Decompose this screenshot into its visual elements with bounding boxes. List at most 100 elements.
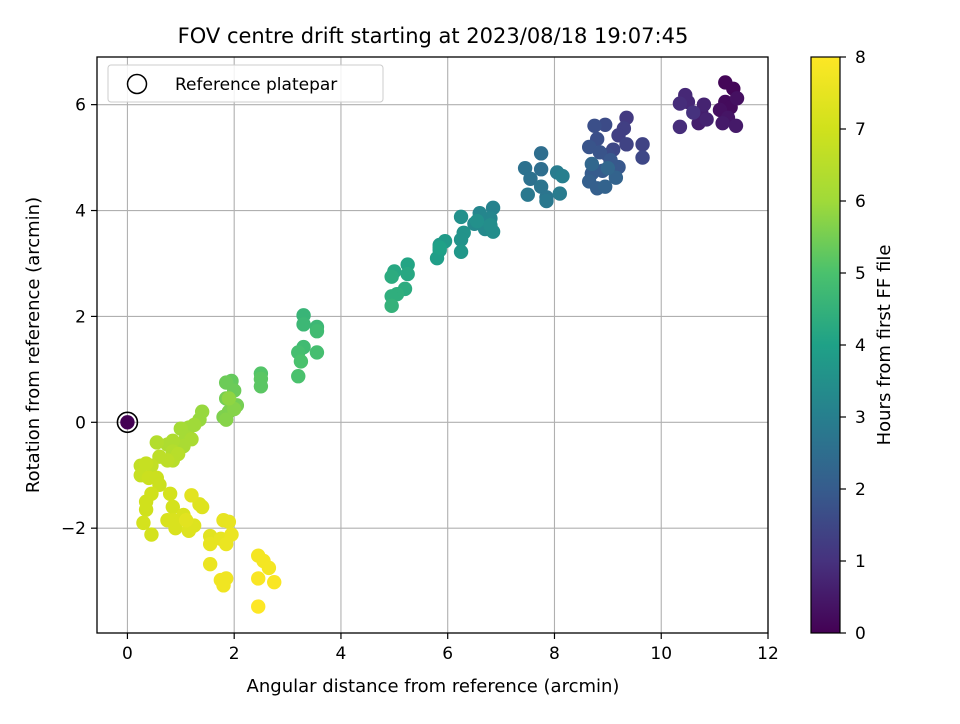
data-point [635,137,650,152]
colorbar-tick-label: 5 [855,264,866,284]
colorbar-tick-label: 6 [855,192,866,212]
colorbar-tick-label: 8 [855,48,866,68]
data-point [539,193,554,209]
x-tick-label: 6 [442,644,453,664]
data-point [162,486,178,501]
data-point [384,269,399,284]
data-point [533,179,549,194]
data-point [581,139,597,155]
data-point [267,574,282,590]
data-point [469,213,485,229]
data-point [309,345,325,360]
data-point [253,379,269,394]
data-point [194,499,210,515]
data-point [672,119,688,135]
data-point [202,556,218,572]
data-point [136,515,151,531]
data-point [483,218,498,233]
x-tick-label: 2 [229,644,240,664]
y-tick-label: 6 [75,96,86,116]
data-point [149,435,164,450]
x-tick-label: 10 [650,644,672,664]
data-point [728,118,744,134]
legend-marker [126,73,148,95]
data-point [178,513,194,528]
colorbar-tick-label: 4 [855,336,866,356]
data-point [533,162,549,177]
data-point [597,179,613,194]
data-point [226,401,242,417]
data-point [221,514,237,530]
data-point [144,527,159,542]
colorbar-gradient [810,56,841,634]
x-axis-ticks: 0 2 4 6 8 10 12 [122,633,779,664]
colorbar-tick-label: 0 [855,624,866,644]
colorbar-tick-label: 3 [855,408,866,428]
data-point [261,560,277,576]
data-point [584,156,600,172]
chart-title: FOV centre drift starting at 2023/08/18 … [178,24,689,48]
data-point [218,536,234,552]
data-point [555,168,570,184]
y-tick-label: 0 [75,413,86,433]
data-point [635,150,650,165]
colorbar-ticks: 0 1 2 3 4 5 6 7 8 [840,48,866,644]
reference-ring [116,411,139,434]
plot-frame [96,56,769,634]
data-point [453,232,469,247]
data-point [293,354,309,369]
legend-box [107,64,384,103]
data-point [715,115,730,131]
data-point [251,571,266,586]
data-point [251,599,266,614]
colorbar-tick-label: 1 [855,552,866,572]
data-point [587,118,602,134]
y-tick-label: 4 [75,202,86,222]
data-point [600,160,616,176]
x-axis-label: Angular distance from reference (arcmin) [247,676,620,697]
data-point [291,369,306,384]
data-point [216,578,231,593]
data-point [592,145,608,160]
y-axis-label: Rotation from reference (arcmin) [23,197,44,493]
data-point [533,146,549,161]
data-point [138,502,154,517]
data-point [309,324,325,339]
data-point [218,412,234,427]
reference-marker [116,411,139,434]
data-point [520,187,535,202]
data-point [552,186,568,201]
data-point [597,117,613,132]
data-point [672,96,688,111]
colorbar-label: Hours from first FF file [874,245,895,446]
legend-entry: Reference platepar [175,75,337,95]
data-point [619,137,634,152]
colorbar: 0 1 2 3 4 5 6 7 8 Hours from first FF file [810,48,895,644]
y-tick-label: 2 [75,307,86,327]
data-point [165,499,181,515]
x-tick-label: 8 [549,644,560,664]
data-point [453,244,469,260]
data-point [221,391,237,406]
data-point [296,317,311,332]
x-tick-label: 12 [757,644,779,664]
data-point [432,240,447,255]
legend: Reference platepar [107,64,384,103]
data-point [400,266,415,282]
data-point [184,488,199,503]
data-point [729,91,745,106]
data-point [696,97,712,112]
data-point [686,105,701,120]
data-point [138,456,154,471]
x-tick-label: 4 [336,644,347,664]
data-point [517,160,533,176]
x-tick-label: 0 [122,644,133,664]
grid-lines [97,57,769,633]
colorbar-tick-label: 2 [855,480,866,500]
y-axis-ticks: −2 0 2 4 6 [61,96,97,539]
colorbar-tick-label: 7 [855,120,866,140]
data-point [384,298,399,314]
data-point [168,520,183,536]
